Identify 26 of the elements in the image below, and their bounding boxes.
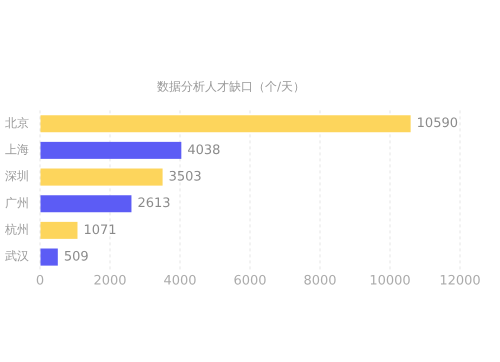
bar xyxy=(40,168,163,186)
x-tick-label: 2000 xyxy=(93,274,127,289)
x-tick-label: 6000 xyxy=(233,274,267,289)
y-tick-label: 北京 xyxy=(5,116,29,130)
y-tick-label: 深圳 xyxy=(5,169,29,184)
bar xyxy=(40,222,78,239)
x-tick-label: 8000 xyxy=(303,274,337,289)
data-label: 4038 xyxy=(187,142,220,158)
data-label: 1071 xyxy=(83,222,117,238)
data-label: 509 xyxy=(64,249,89,264)
x-tick-label: 4000 xyxy=(163,274,197,289)
bar xyxy=(40,142,182,159)
x-tick-label: 10000 xyxy=(369,274,411,289)
x-tick-label: 0 xyxy=(36,274,44,289)
chart-title: 数据分析人才缺口（个/天） xyxy=(156,79,306,94)
bar xyxy=(40,248,58,266)
y-tick-label: 广州 xyxy=(5,196,29,210)
data-label: 3503 xyxy=(168,169,202,184)
y-tick-label: 杭州 xyxy=(4,222,29,237)
data-label: 2613 xyxy=(137,196,171,212)
bar xyxy=(40,115,411,132)
y-tick-label: 上海 xyxy=(5,142,29,157)
data-label: 10590 xyxy=(416,116,458,132)
y-tick-label: 武汉 xyxy=(5,249,29,264)
bar xyxy=(40,195,132,212)
x-tick-label: 12000 xyxy=(439,274,481,289)
